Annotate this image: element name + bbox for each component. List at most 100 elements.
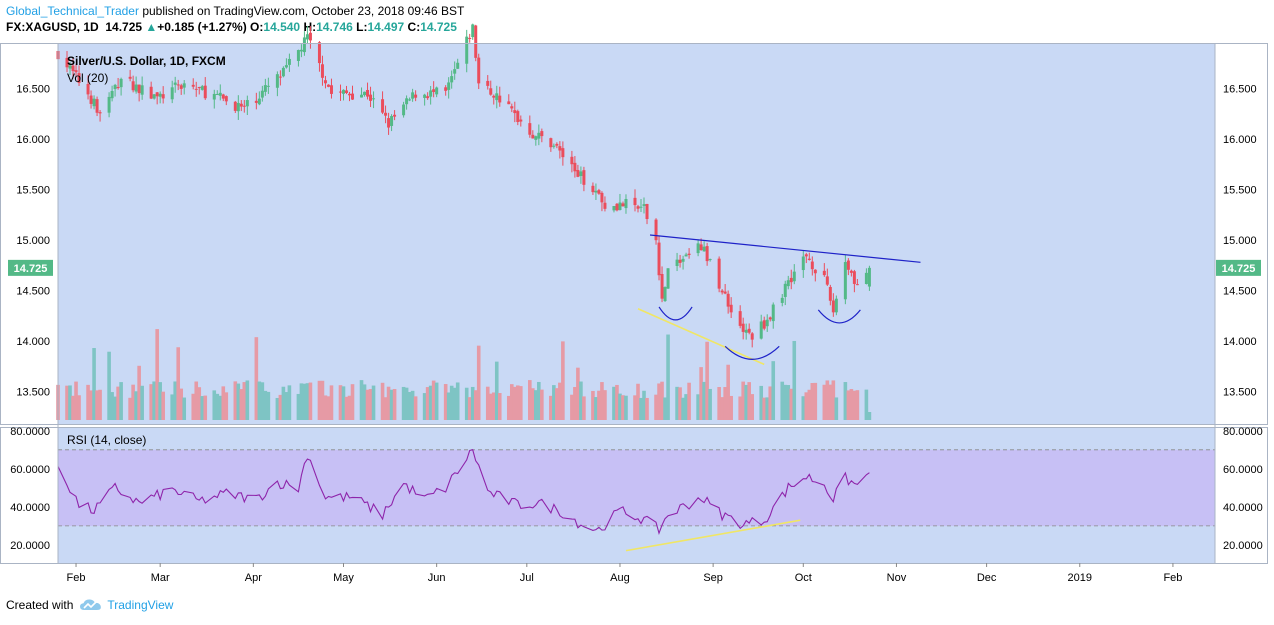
candle-up (215, 93, 219, 95)
rsi-axis-label-right: 40.0000 (1223, 502, 1263, 514)
volume-bar (338, 385, 343, 420)
price-axis-label-left: 16.500 (16, 83, 50, 95)
volume-bar (759, 385, 764, 420)
candle-up (579, 171, 583, 177)
candle-down (194, 88, 198, 90)
volume-bar (657, 383, 661, 420)
candle-down (149, 86, 153, 99)
volume-bar (834, 397, 839, 420)
volume-bar (726, 364, 730, 420)
up-arrow-icon: ▲ (145, 20, 158, 34)
volume-bar (491, 392, 496, 420)
volume-bar (555, 388, 559, 420)
candle-down (825, 276, 829, 285)
rsi-line (57, 449, 870, 535)
volume-bar (768, 386, 773, 420)
time-axis-label: Apr (245, 572, 262, 584)
left-shoulder-arc (658, 306, 693, 321)
volume-bar (407, 391, 412, 420)
author-link[interactable]: Global_Technical_Trader (6, 4, 139, 18)
tradingview-brand[interactable]: TradingView (79, 598, 173, 612)
volume-bar (485, 386, 490, 420)
volume-bar (663, 397, 667, 420)
volume-bar (723, 387, 727, 420)
resistance-trendline (649, 234, 921, 263)
candle-up (281, 67, 285, 77)
candle-down (603, 202, 607, 209)
candle-down (528, 123, 532, 135)
candle-down (233, 101, 237, 111)
volume-bar (852, 390, 857, 420)
volume-bar (263, 390, 268, 420)
volume-bar (344, 396, 349, 420)
price-axis-label-left: 15.000 (16, 235, 50, 247)
volume-bar (446, 392, 451, 420)
volume-bar (68, 385, 72, 420)
volume-bar (654, 394, 658, 420)
volume-bar (783, 384, 788, 420)
candle-up (447, 82, 451, 90)
candle-up (708, 259, 712, 261)
time-axis-label: Jun (428, 572, 446, 584)
volume-bar (284, 392, 289, 420)
candle-down (366, 89, 370, 97)
candle-up (843, 262, 847, 300)
volume-bar (636, 383, 640, 420)
candle-up (450, 76, 454, 83)
volume-bar (810, 382, 815, 420)
candle-down (131, 81, 135, 91)
candle-up (786, 280, 790, 287)
volume-bar (179, 388, 184, 420)
candle-up (212, 93, 216, 100)
volume-bar (128, 397, 132, 420)
volume-bar (624, 395, 628, 420)
candle-down (729, 304, 733, 313)
time-axis-label: Jul (520, 572, 534, 584)
volume-bar (443, 384, 448, 420)
volume-bar (494, 361, 499, 420)
low-value: 14.497 (367, 20, 405, 34)
rsi-pane-border (0, 427, 1268, 564)
candle-up (780, 297, 784, 303)
volume-bar (747, 382, 751, 420)
candle-down (813, 269, 817, 274)
candlestick-series (56, 23, 871, 348)
price-axis-label-left: 14.500 (16, 286, 50, 298)
candle-down (351, 93, 355, 100)
candle-down (387, 118, 391, 128)
candle-down (489, 88, 493, 95)
candle-up (152, 94, 156, 99)
volume-bar (98, 389, 102, 420)
candle-up (771, 304, 775, 322)
volume-bar (702, 381, 706, 420)
volume-bar (828, 384, 833, 420)
candle-down (98, 112, 102, 114)
candle-down (768, 317, 772, 320)
volume-bar (708, 388, 712, 420)
candle-up (759, 321, 763, 339)
volume-bar (275, 397, 280, 420)
price-axis-label-right: 16.500 (1223, 83, 1257, 95)
volume-bar (287, 385, 292, 420)
candle-down (329, 85, 333, 94)
candle-up (537, 132, 541, 139)
volume-bar (476, 345, 481, 420)
rsi-axis-label-left: 60.0000 (10, 464, 50, 476)
volume-bar (582, 396, 586, 420)
volume-bar (308, 382, 313, 420)
candle-down (426, 96, 430, 99)
candle-up (696, 243, 700, 254)
candle-down (468, 37, 472, 39)
candle-up (236, 102, 240, 112)
candle-down (161, 94, 165, 99)
volume-bar (534, 390, 538, 420)
candle-down (239, 103, 243, 107)
candle-up (864, 272, 868, 285)
volume-bar (831, 380, 836, 420)
candle-up (867, 267, 871, 287)
time-axis-label: Feb (67, 572, 86, 584)
candle-down (531, 134, 535, 139)
volume-bar (612, 386, 616, 420)
time-axis-label: Sep (703, 572, 723, 584)
